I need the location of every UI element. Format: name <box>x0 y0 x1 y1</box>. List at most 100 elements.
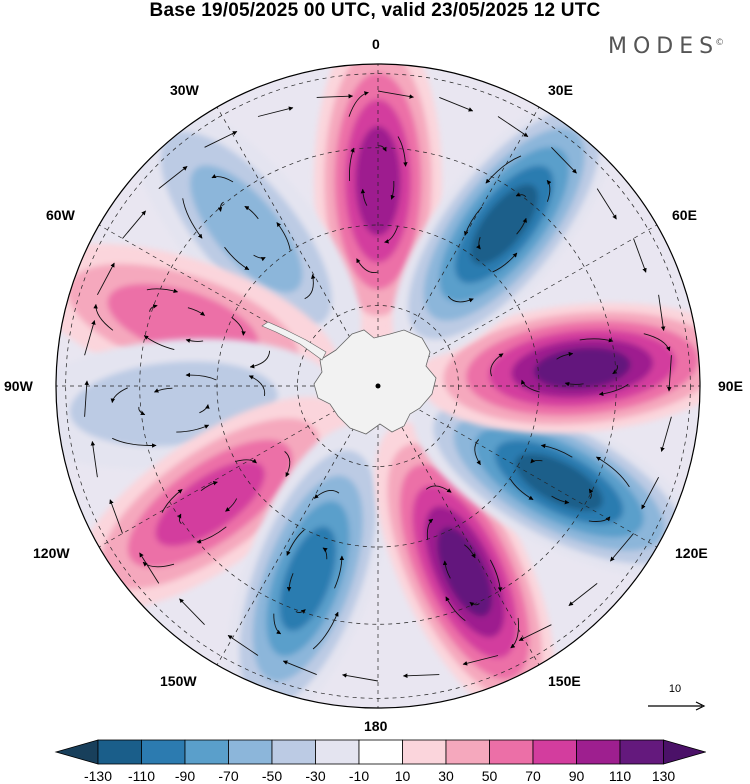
stream-arrow <box>158 166 188 189</box>
south-pole-marker <box>375 383 381 389</box>
stream-arrow <box>474 439 481 466</box>
stream-arrow <box>204 131 238 148</box>
stream-arrow <box>564 381 584 387</box>
stream-arrow <box>286 529 305 556</box>
colorbar-tick-label: 70 <box>525 768 541 784</box>
stream-arrow <box>520 379 540 393</box>
colorbar-box <box>489 739 534 765</box>
stream-arrow <box>356 258 379 273</box>
stream-arrow <box>217 201 224 212</box>
stream-arrow <box>588 488 594 500</box>
lobe-155e <box>374 422 555 708</box>
stream-arrow <box>551 495 570 505</box>
stream-arrow <box>633 238 647 273</box>
lobe-90e <box>420 302 700 434</box>
stream-arrow <box>377 90 414 99</box>
lon-label-90w: 90W <box>4 378 33 394</box>
stream-arrow <box>397 136 408 167</box>
stream-arrow <box>234 458 257 464</box>
stream-arrow <box>182 198 203 239</box>
stream-arrow <box>200 480 218 492</box>
lon-label-30e: 30E <box>548 82 573 98</box>
antarctic-peninsula <box>261 321 327 361</box>
brand-text: MODES <box>608 34 720 59</box>
stream-arrow <box>153 387 173 393</box>
reference-vector-arrow <box>648 701 706 711</box>
lon-label-180: 180 <box>364 718 388 734</box>
graticule <box>56 64 700 708</box>
colorbar-box <box>315 739 360 765</box>
stream-arrow <box>658 294 666 331</box>
stream-arrow <box>469 601 480 607</box>
lon-label-30w: 30W <box>170 82 199 98</box>
stream-arrow <box>225 498 238 512</box>
stream-arrow <box>667 355 672 392</box>
stream-arrow <box>476 236 481 250</box>
stream-arrow <box>295 609 306 614</box>
copyright-mark: © <box>715 37 725 48</box>
stream-arrow <box>509 478 534 501</box>
colorbar-tick-label: 130 <box>651 768 676 784</box>
lobe-30w <box>131 98 362 360</box>
map-title: Base 19/05/2025 00 UTC, valid 23/05/2025… <box>149 0 601 21</box>
stream-arrow <box>490 353 504 377</box>
stream-arrow <box>641 476 659 510</box>
stream-arrow <box>273 613 282 635</box>
stream-arrow <box>497 116 529 137</box>
stream-arrow <box>84 380 89 417</box>
stream-arrow <box>93 303 114 331</box>
stream-arrow <box>643 333 671 352</box>
colorbar <box>54 739 706 765</box>
stream-arrow <box>510 617 519 649</box>
lobe-0 <box>314 64 442 343</box>
colorbar-low-extension <box>54 739 99 765</box>
stream-arrow <box>447 295 474 303</box>
stream-arrow <box>598 383 629 396</box>
stream-arrow <box>146 288 179 294</box>
lon-label-60w: 60W <box>46 207 75 223</box>
colorbar-tick-label: -10 <box>348 768 370 784</box>
stream-arrow <box>187 307 205 316</box>
stream-arrow <box>142 561 175 568</box>
stream-arrow <box>556 351 574 360</box>
stream-arrow <box>492 252 518 273</box>
stream-arrow <box>177 513 182 525</box>
stream-arrow <box>322 547 328 560</box>
streamlines <box>84 90 672 682</box>
lobe-120e <box>412 387 700 577</box>
stream-arrow <box>185 372 217 381</box>
stream-arrow <box>360 188 368 206</box>
stream-arrow <box>231 317 246 336</box>
lon-label-0: 0 <box>372 36 380 52</box>
stream-arrow <box>348 91 369 117</box>
colorbar-box <box>402 739 447 765</box>
stream-arrow <box>485 155 522 184</box>
stream-arrow <box>442 560 451 579</box>
stream-arrow <box>176 424 210 433</box>
stream-arrow <box>546 179 552 202</box>
colorbar-box <box>619 739 664 765</box>
colorbar-tick-label: -70 <box>218 768 239 784</box>
colorbar-box <box>271 739 316 765</box>
colorbar-box <box>358 739 403 765</box>
stream-arrow <box>579 337 614 343</box>
stream-arrow <box>518 624 552 641</box>
stream-arrow <box>312 611 339 650</box>
stream-arrow <box>334 555 345 589</box>
lon-label-150w: 150W <box>160 673 197 689</box>
stream-arrow <box>445 596 466 621</box>
reference-vector-label: 10 <box>668 683 682 695</box>
stream-arrow <box>276 222 291 251</box>
stream-arrow <box>249 350 271 369</box>
stream-arrow <box>286 573 294 592</box>
stream-arrow <box>185 338 204 343</box>
colorbar-tick-label: 10 <box>394 768 411 784</box>
colorbar-tick-label: -30 <box>305 768 326 784</box>
stream-arrow <box>516 217 527 235</box>
colorbar-box <box>532 739 577 765</box>
stream-arrow <box>439 96 474 112</box>
stream-arrow <box>97 262 115 296</box>
lon-label-150e: 150E <box>548 673 581 689</box>
stream-arrow <box>313 489 340 499</box>
antarctica-continent <box>313 329 437 435</box>
